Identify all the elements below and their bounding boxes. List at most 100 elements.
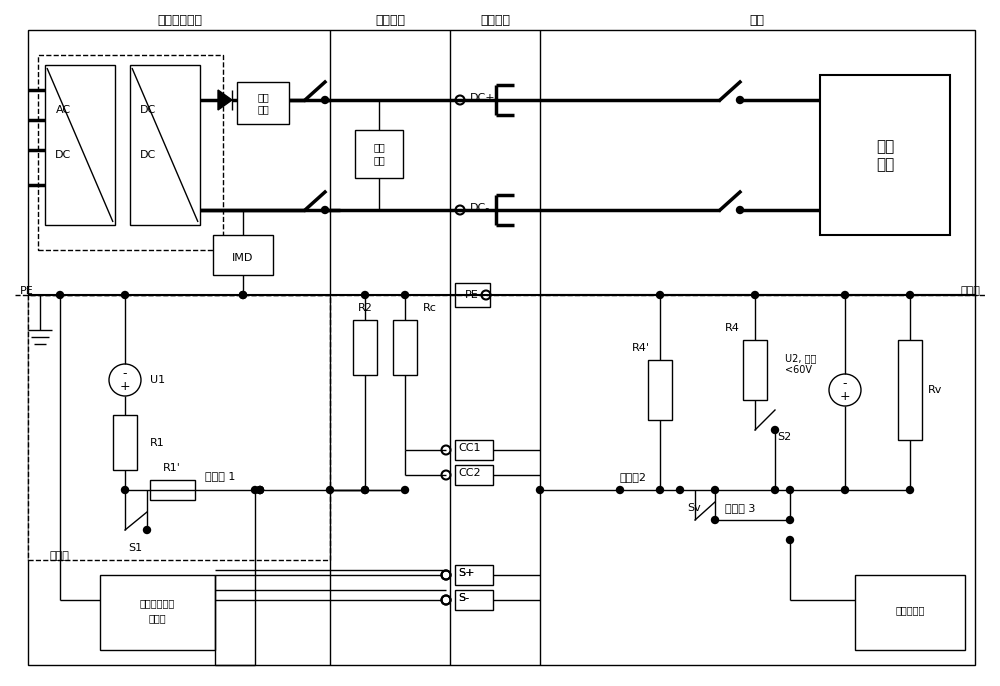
Text: 控制器: 控制器 bbox=[148, 613, 166, 623]
Text: 动力: 动力 bbox=[876, 139, 894, 154]
Circle shape bbox=[144, 526, 150, 534]
Text: R1: R1 bbox=[150, 438, 165, 448]
Bar bbox=[455, 465, 493, 485]
Bar bbox=[855, 575, 965, 650]
Text: 电压: 电压 bbox=[373, 142, 385, 152]
Text: Rc: Rc bbox=[423, 303, 437, 313]
Circle shape bbox=[256, 486, 264, 493]
Bar bbox=[113, 415, 137, 470]
Text: DC+: DC+ bbox=[470, 93, 496, 103]
Text: R1': R1' bbox=[163, 463, 181, 473]
Text: 测量: 测量 bbox=[257, 104, 269, 114]
Text: CC2: CC2 bbox=[458, 468, 481, 478]
Text: 电流: 电流 bbox=[257, 92, 269, 102]
Text: 车辆插座: 车辆插座 bbox=[480, 14, 510, 27]
Circle shape bbox=[402, 292, 409, 298]
Bar bbox=[28, 295, 330, 560]
Bar bbox=[38, 55, 223, 250]
Circle shape bbox=[240, 292, 246, 298]
Text: DC: DC bbox=[55, 150, 71, 160]
Circle shape bbox=[712, 486, 718, 493]
Circle shape bbox=[322, 97, 328, 104]
Bar bbox=[455, 283, 490, 307]
Text: DC-: DC- bbox=[470, 203, 490, 213]
Circle shape bbox=[712, 517, 718, 523]
Circle shape bbox=[322, 206, 328, 213]
Circle shape bbox=[656, 292, 664, 298]
Text: U1: U1 bbox=[150, 375, 165, 385]
Circle shape bbox=[786, 517, 794, 523]
Text: AC: AC bbox=[55, 105, 71, 115]
Circle shape bbox=[326, 486, 334, 493]
Text: S+: S+ bbox=[458, 568, 475, 578]
Bar bbox=[455, 565, 493, 585]
Circle shape bbox=[362, 486, 368, 493]
Bar bbox=[150, 480, 195, 500]
Circle shape bbox=[656, 486, 664, 493]
Circle shape bbox=[240, 292, 246, 298]
Text: 车辆控制器: 车辆控制器 bbox=[895, 605, 925, 615]
Circle shape bbox=[772, 427, 778, 434]
Circle shape bbox=[906, 292, 914, 298]
Text: S+: S+ bbox=[458, 568, 475, 578]
Bar bbox=[820, 75, 950, 235]
Text: DC: DC bbox=[140, 105, 156, 115]
Text: 本发明: 本发明 bbox=[50, 551, 70, 561]
Circle shape bbox=[752, 292, 759, 298]
Text: 电池: 电池 bbox=[876, 158, 894, 172]
Circle shape bbox=[786, 536, 794, 543]
Text: 监测点2: 监测点2 bbox=[620, 472, 647, 482]
Text: 非车载充电机: 非车载充电机 bbox=[139, 598, 175, 608]
Text: R2: R2 bbox=[358, 303, 372, 313]
Text: +: + bbox=[840, 390, 850, 403]
Bar bbox=[130, 65, 200, 225]
Circle shape bbox=[362, 292, 368, 298]
Text: +: + bbox=[120, 381, 130, 394]
Text: 车辆插头: 车辆插头 bbox=[375, 14, 405, 27]
Text: PE: PE bbox=[20, 286, 34, 296]
Bar bbox=[898, 340, 922, 440]
Bar bbox=[743, 340, 767, 400]
Circle shape bbox=[252, 486, 258, 493]
Text: S-: S- bbox=[458, 593, 469, 603]
Text: U2, 可选: U2, 可选 bbox=[785, 353, 816, 363]
Text: -: - bbox=[843, 377, 847, 390]
Text: 监测点 1: 监测点 1 bbox=[205, 471, 235, 481]
Text: R4: R4 bbox=[725, 323, 740, 333]
Text: Sv: Sv bbox=[687, 503, 701, 513]
Text: S2: S2 bbox=[777, 432, 791, 442]
Text: PE: PE bbox=[465, 290, 479, 300]
Circle shape bbox=[676, 486, 684, 493]
Text: S-: S- bbox=[458, 593, 469, 603]
Circle shape bbox=[256, 486, 264, 493]
Circle shape bbox=[616, 486, 624, 493]
Text: Rv: Rv bbox=[928, 385, 942, 395]
Text: 测量: 测量 bbox=[373, 155, 385, 165]
Bar bbox=[237, 82, 289, 124]
Bar bbox=[353, 320, 377, 375]
Circle shape bbox=[536, 486, 544, 493]
Text: CC1: CC1 bbox=[458, 443, 480, 453]
Text: 车身地: 车身地 bbox=[960, 286, 980, 296]
Text: S1: S1 bbox=[128, 543, 142, 553]
Circle shape bbox=[736, 97, 744, 104]
Text: 非车载充电机: 非车载充电机 bbox=[158, 14, 202, 27]
Text: 监测点 3: 监测点 3 bbox=[725, 503, 755, 513]
Bar bbox=[648, 360, 672, 420]
Text: R4': R4' bbox=[632, 343, 650, 353]
Circle shape bbox=[122, 292, 128, 298]
Bar bbox=[213, 235, 273, 275]
Circle shape bbox=[256, 486, 264, 493]
Circle shape bbox=[402, 486, 409, 493]
Bar bbox=[393, 320, 417, 375]
Circle shape bbox=[906, 486, 914, 493]
Bar bbox=[100, 575, 215, 650]
Text: -: - bbox=[123, 368, 127, 381]
Bar bbox=[45, 65, 115, 225]
Circle shape bbox=[842, 486, 848, 493]
Text: 车辆: 车辆 bbox=[750, 14, 765, 27]
Circle shape bbox=[56, 292, 64, 298]
Circle shape bbox=[786, 486, 794, 493]
Bar bbox=[355, 130, 403, 178]
Bar bbox=[455, 590, 493, 610]
